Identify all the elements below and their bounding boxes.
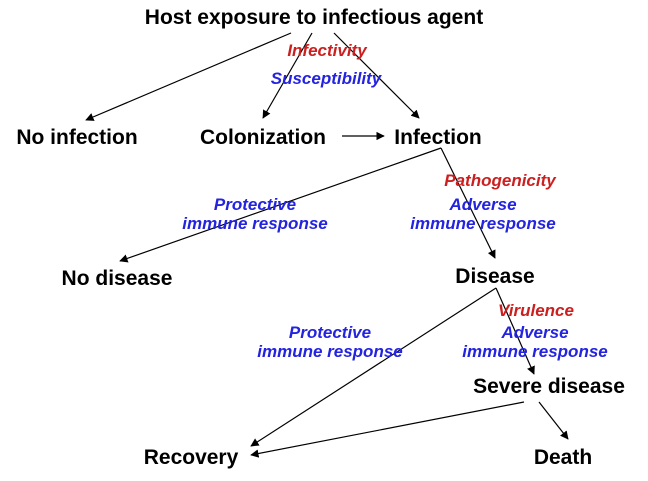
adverse-1-line-2: immune response [410,213,556,233]
node-host-exposure: Host exposure to infectious agent [144,6,484,29]
node-no-infection: No infection [16,126,138,149]
node-severe-disease: Severe disease [473,375,625,398]
adverse-2-line-1: Adverse [501,323,569,342]
arrow-exposure-to-infection [333,32,420,119]
node-no-disease: No disease [61,267,173,290]
arrow-severe-disease-to-death [538,401,569,440]
node-infection: Infection [394,126,482,149]
protective-1-line-1: Protective [213,195,297,214]
adverse-2-line-2: immune response [462,341,608,361]
node-disease: Disease [455,265,535,288]
adverse-1-line-1: Adverse [449,195,517,214]
label-adverse-immune-response-2: Adverse immune response [462,323,608,361]
label-virulence: Virulence [498,301,574,320]
label-pathogenicity: Pathogenicity [444,171,556,190]
node-recovery: Recovery [143,446,239,469]
arrow-infection-to-no-disease [119,147,442,263]
arrow-exposure-to-colonization [262,32,313,119]
label-adverse-immune-response-1: Adverse immune response [410,195,556,233]
label-protective-immune-response-1: Protective immune response [182,195,328,233]
arrow-exposure-to-no-infection [85,32,292,121]
label-protective-immune-response-2: Protective immune response [257,323,403,361]
node-colonization: Colonization [200,126,326,149]
protective-2-line-2: immune response [257,341,403,361]
protective-1-line-2: immune response [182,213,328,233]
arrow-disease-to-recovery [250,287,497,447]
label-susceptibility: Susceptibility [270,69,382,88]
arrow-disease-to-severe-disease [495,287,535,375]
arrow-severe-disease-to-recovery [250,401,525,458]
node-death: Death [533,446,593,469]
arrow-infection-to-disease [440,147,496,259]
label-infectivity: Infectivity [287,41,367,60]
protective-2-line-1: Protective [288,323,372,342]
